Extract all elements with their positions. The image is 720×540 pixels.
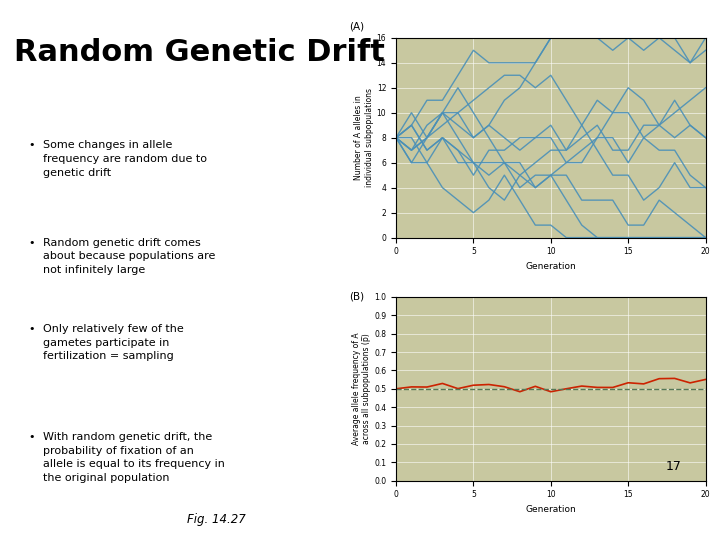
Text: Only relatively few of the
gametes participate in
fertilization = sampling: Only relatively few of the gametes parti…: [43, 324, 184, 361]
Text: •: •: [29, 238, 35, 248]
Text: •: •: [29, 140, 35, 151]
Text: 17: 17: [665, 460, 681, 473]
X-axis label: Generation: Generation: [526, 262, 576, 271]
Text: •: •: [29, 432, 35, 442]
Text: With random genetic drift, the
probability of fixation of an
allele is equal to : With random genetic drift, the probabili…: [43, 432, 225, 483]
X-axis label: Generation: Generation: [526, 505, 576, 514]
Y-axis label: Average allele frequency of A
across all subpopulations (p̅): Average allele frequency of A across all…: [352, 333, 372, 445]
Text: Random genetic drift comes
about because populations are
not infinitely large: Random genetic drift comes about because…: [43, 238, 215, 275]
Y-axis label: Number of A alleles in
individual subpopulations: Number of A alleles in individual subpop…: [354, 88, 374, 187]
Text: Fig. 14.27: Fig. 14.27: [186, 514, 246, 526]
Text: •: •: [29, 324, 35, 334]
Text: Some changes in allele
frequency are random due to
genetic drift: Some changes in allele frequency are ran…: [43, 140, 207, 178]
Text: (A): (A): [349, 22, 364, 32]
Text: Random Genetic Drift: Random Genetic Drift: [14, 38, 385, 67]
Text: (B): (B): [349, 292, 364, 302]
